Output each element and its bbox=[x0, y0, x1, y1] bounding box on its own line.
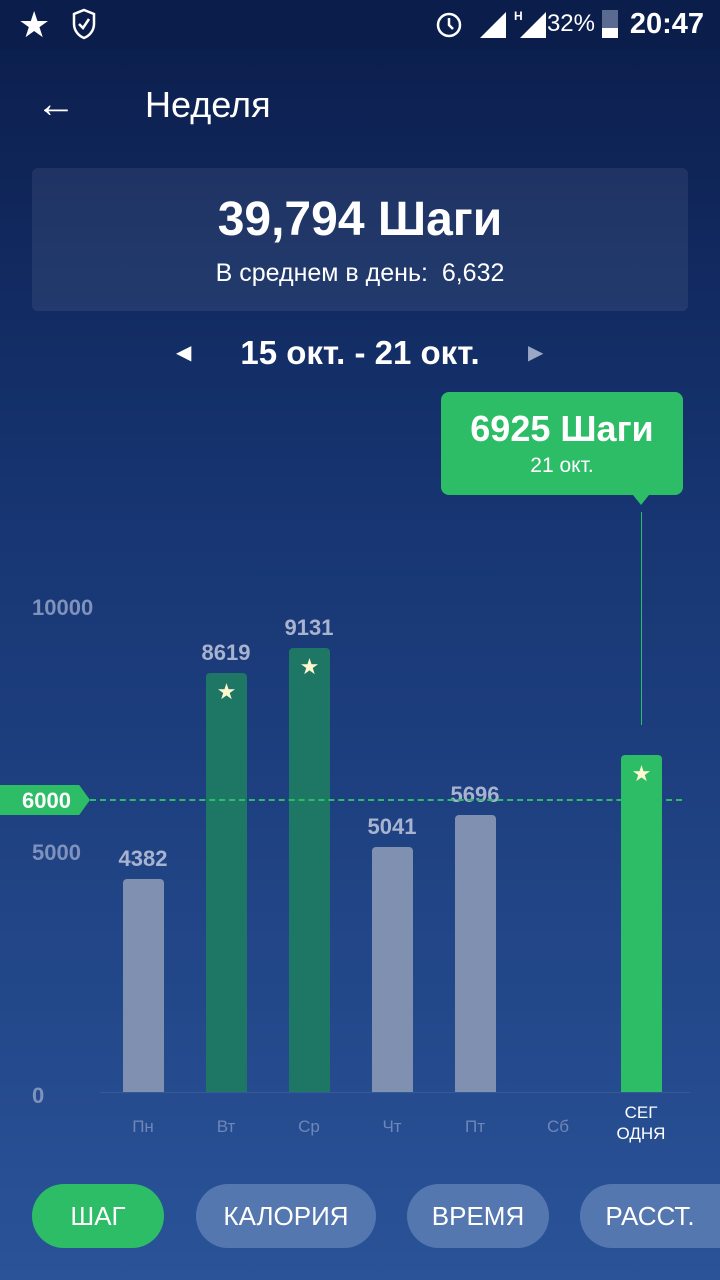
tab-calories[interactable]: КАЛОРИЯ bbox=[196, 1184, 376, 1248]
bar-value-label: 4382 bbox=[118, 846, 168, 872]
bar[interactable] bbox=[621, 755, 662, 1092]
y-tick: 10000 bbox=[32, 595, 94, 620]
tab-steps[interactable]: ШАГ bbox=[32, 1184, 164, 1248]
tooltip-date: 21 окт. bbox=[530, 454, 594, 477]
bar[interactable] bbox=[123, 879, 164, 1092]
alarm-icon bbox=[436, 12, 462, 38]
tooltip-value: 6925 Шаги bbox=[470, 408, 654, 449]
y-tick: 5000 bbox=[32, 840, 81, 865]
shield-check-icon bbox=[72, 8, 96, 40]
summary-card: 39,794 Шаги В среднем в день: 6,632 bbox=[32, 168, 688, 311]
date-range: 15 окт. - 21 окт. bbox=[240, 334, 480, 371]
avg-label: В среднем в день: bbox=[215, 259, 428, 287]
tab-time[interactable]: ВРЕМЯ bbox=[407, 1184, 549, 1248]
battery-icon bbox=[602, 10, 618, 38]
goal-label: 6000 bbox=[0, 785, 90, 815]
day-label[interactable]: Пт bbox=[464, 1117, 485, 1136]
clock: 20:47 bbox=[629, 8, 704, 40]
y-tick: 0 bbox=[32, 1083, 45, 1108]
bar-value-label: 5696 bbox=[450, 782, 500, 808]
bar[interactable] bbox=[372, 847, 413, 1092]
status-bar: ★ H 32% 20:47 bbox=[0, 0, 720, 50]
tab-distance[interactable]: РАССТ. bbox=[580, 1184, 720, 1248]
prev-week-icon[interactable]: ◀ bbox=[176, 342, 192, 364]
bar[interactable] bbox=[289, 648, 330, 1092]
star-icon: ★ bbox=[631, 761, 652, 787]
bar[interactable] bbox=[455, 815, 496, 1092]
bar[interactable] bbox=[206, 673, 247, 1092]
day-label[interactable]: Пн bbox=[132, 1117, 154, 1136]
tooltip: 6925 Шаги 21 окт. bbox=[441, 392, 683, 505]
tooltip-line bbox=[641, 512, 642, 725]
day-label[interactable]: Вт bbox=[216, 1117, 236, 1136]
day-label[interactable]: Чт bbox=[382, 1117, 402, 1136]
bar-value-label: 5041 bbox=[367, 814, 417, 839]
svg-text:H: H bbox=[514, 9, 523, 23]
star-icon: ★ bbox=[216, 679, 237, 705]
goal-line bbox=[90, 799, 682, 801]
bar-value-label: 8619 bbox=[201, 640, 251, 666]
battery-percent: 32% bbox=[546, 10, 595, 37]
day-label[interactable]: СЕГ ОДНЯ bbox=[616, 1103, 666, 1143]
day-label[interactable]: Сб bbox=[546, 1117, 569, 1136]
signal-h-icon: H bbox=[514, 9, 546, 38]
next-week-icon[interactable]: ▶ bbox=[528, 342, 544, 364]
total-steps: 39,794 Шаги bbox=[217, 193, 503, 246]
bar-value-label: 9131 bbox=[284, 615, 334, 641]
page-title: Неделя bbox=[145, 84, 271, 125]
arrow-left-icon[interactable]: ← bbox=[36, 82, 76, 126]
avg-value: 6,632 bbox=[441, 259, 505, 287]
star-icon: ★ bbox=[299, 654, 320, 680]
baseline bbox=[100, 1092, 690, 1093]
day-label[interactable]: Ср bbox=[298, 1117, 320, 1136]
star-icon: ★ bbox=[18, 4, 51, 45]
signal-icon bbox=[480, 12, 506, 38]
daily-average: В среднем в день: 6,632 bbox=[32, 259, 688, 288]
